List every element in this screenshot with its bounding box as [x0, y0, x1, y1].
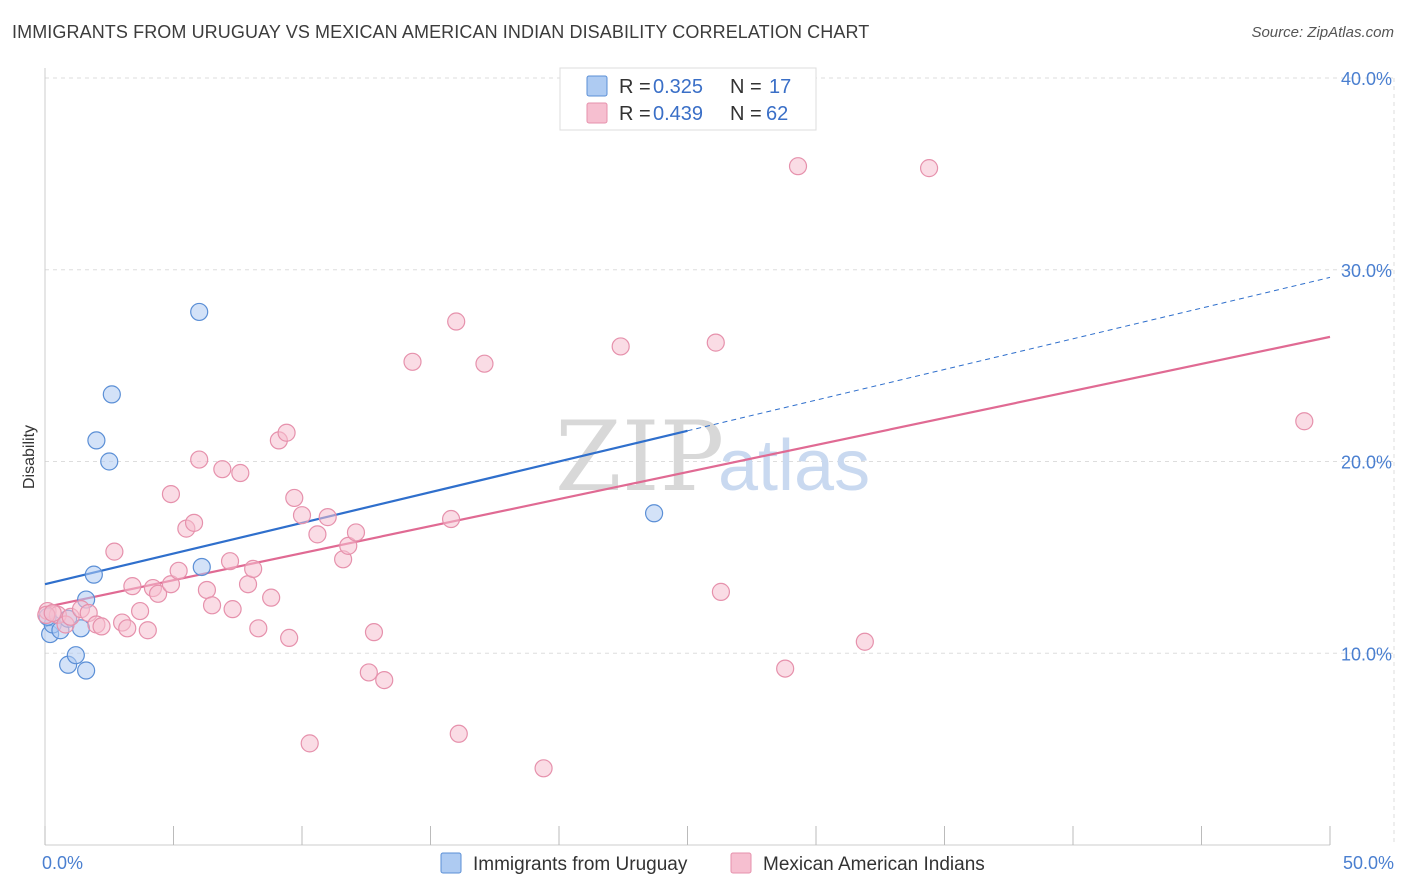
mexican-american-indian-point [213, 460, 232, 479]
y-tick-labels: 10.0% 20.0% 30.0% 40.0% [1341, 69, 1392, 664]
uruguay-point [190, 302, 209, 322]
series-legend-swatch-blue [440, 852, 462, 874]
mexican-american-indian-point [190, 450, 209, 469]
mexican-american-indian-point [292, 506, 312, 525]
mexican-american-indian-point [364, 623, 384, 642]
mexican-american-indian-point [161, 575, 181, 594]
mexican-american-indian-point [711, 582, 731, 601]
y-tick-label: 30.0% [1341, 261, 1392, 281]
mexican-american-indian-point [611, 337, 630, 356]
chart-title: IMMIGRANTS FROM URUGUAY VS MEXICAN AMERI… [12, 22, 870, 42]
mexican-american-indian-point [300, 734, 319, 753]
legend-swatch-pink [586, 102, 608, 124]
legend-r-label: R = [619, 103, 651, 125]
uruguay-point [100, 452, 119, 471]
uruguay-point [77, 661, 96, 680]
mexican-american-indian-point [475, 354, 494, 373]
mexican-american-indian-point [161, 484, 181, 504]
legend-swatch-blue [586, 75, 608, 97]
mexican-american-indian-point [262, 588, 281, 607]
mexican-american-indian-point [919, 159, 939, 178]
mexican-american-indian-point [148, 584, 168, 603]
mexican-american-indian-point [220, 552, 240, 571]
mexican-american-indian-point [776, 659, 795, 678]
mexican-american-indian-point [339, 536, 358, 555]
axes [44, 68, 1331, 846]
mexican-american-indian-point [223, 600, 242, 619]
mexican-american-indian-point [1295, 412, 1314, 431]
mexican-american-indian-point [118, 619, 137, 638]
mexican-american-indian-point [318, 508, 337, 527]
mexican-american-indian-point [197, 580, 217, 600]
y-tick-label: 20.0% [1341, 453, 1392, 473]
uruguay-point [102, 385, 121, 404]
legend-r-label: R = [619, 76, 651, 98]
mexican-american-indian-point [359, 663, 378, 682]
mexican-american-indian-point [249, 619, 268, 638]
x-tick-label: 0.0% [42, 853, 83, 873]
uruguay-point [66, 646, 85, 665]
mexican-american-indian-point [43, 603, 62, 623]
uruguay-point [87, 431, 106, 450]
mexican-american-indian-point [202, 596, 222, 615]
uruguay-trend-line [44, 429, 688, 586]
mexican-american-indian-point [184, 513, 204, 532]
x-tick-labels: 0.0% 50.0% [42, 853, 1394, 873]
mexican-american-indian-point [244, 559, 263, 578]
stats-legend: R = 0.325 N = 17 R = 0.439 N = 62 [559, 67, 817, 131]
mexican-american-indian-point [855, 632, 874, 651]
uruguay-point [192, 557, 211, 577]
series-legend: Immigrants from Uruguay Mexican American… [440, 852, 985, 875]
series-legend-label: Mexican American Indians [763, 854, 985, 875]
mexican-american-indian-point [308, 525, 327, 544]
series-legend-swatch-pink [730, 852, 752, 874]
series-legend-label: Immigrants from Uruguay [473, 854, 688, 875]
legend-r-value: 0.439 [653, 103, 703, 125]
mexican-american-indian-point [441, 509, 461, 529]
mexican-american-indian-point [238, 575, 258, 594]
mexican-american-indian-point [280, 628, 299, 648]
legend-n-value: 17 [769, 76, 791, 98]
mexican-american-indian-point [534, 759, 553, 778]
mexican-american-indian-point [706, 333, 725, 352]
uruguay-point [644, 504, 664, 523]
mexican-american-indian-point [788, 157, 808, 176]
legend-n-value: 62 [766, 103, 788, 125]
x-tick-label: 50.0% [1343, 853, 1394, 873]
legend-n-label: N = [730, 103, 762, 125]
mexican-american-indian-point [277, 423, 296, 442]
legend-n-label: N = [730, 76, 762, 98]
uruguay-trend-extension [687, 276, 1331, 432]
mexican-american-indian-point [449, 724, 468, 743]
mexican-american-indian-point [375, 670, 394, 690]
data-points [37, 157, 1314, 778]
mexican-american-indian-point [138, 621, 157, 640]
mexican-american-indian-point [285, 488, 304, 508]
mexican-american-indian-point [403, 352, 422, 371]
y-axis-label: Disability [21, 425, 38, 489]
mexican-american-indian-point [105, 542, 124, 561]
mexican-american-indian-point [231, 463, 250, 483]
y-tick-label: 10.0% [1341, 644, 1392, 664]
mexican-american-indian-point [447, 312, 466, 331]
mexican-american-indian-point [123, 577, 142, 596]
y-tick-label: 40.0% [1341, 69, 1392, 89]
mexican-american-indian-point [92, 617, 111, 636]
uruguay-point [84, 565, 103, 584]
source-credit: Source: ZipAtlas.com [1251, 24, 1394, 41]
mexican-american-indian-point [130, 601, 150, 621]
mexican-american-indian-point [169, 561, 188, 580]
mexican-american-indian-point [346, 523, 366, 542]
legend-r-value: 0.325 [653, 76, 703, 98]
